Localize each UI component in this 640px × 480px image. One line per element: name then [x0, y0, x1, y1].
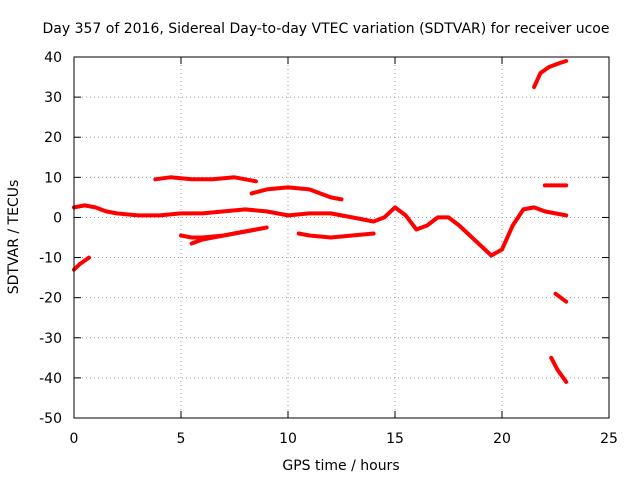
y-tick-label: 0: [53, 210, 62, 226]
series-line-s7: [296, 231, 376, 240]
y-axis-label: SDTVAR / TECUs: [6, 180, 22, 295]
x-tick-label: 0: [70, 431, 79, 447]
series-line-s3: [153, 175, 258, 184]
y-tick-label: 20: [44, 130, 62, 146]
y-tick-label: 10: [44, 170, 62, 186]
series-line-s10: [553, 291, 569, 304]
y-tick-label: 30: [44, 90, 62, 106]
x-tick-label: 5: [177, 431, 186, 447]
x-tick-label: 25: [600, 431, 618, 447]
series-line-s11: [549, 355, 569, 384]
series-line-s6: [189, 227, 258, 246]
x-axis-label: GPS time / hours: [282, 458, 399, 474]
axis-ticks: 0 5 10 15 20 25 -50 -40 -30 -20 -10 0 10 20 30 40: [39, 50, 618, 447]
series-line-s1: [72, 255, 91, 272]
y-tick-label: -40: [39, 371, 62, 387]
y-tick-label: -50: [39, 411, 62, 427]
series-line-s8: [532, 59, 569, 90]
chart-title: Day 357 of 2016, Sidereal Day-to-day VTE…: [43, 21, 610, 37]
y-tick-label: 40: [44, 50, 62, 66]
x-tick-label: 20: [493, 431, 511, 447]
series-line-s2: [72, 203, 569, 258]
series-line-s4: [249, 185, 344, 202]
y-tick-label: -10: [39, 251, 62, 267]
y-tick-label: -30: [39, 331, 62, 347]
series-group: [72, 59, 569, 384]
plot-frame: [73, 56, 610, 419]
x-tick-label: 15: [386, 431, 404, 447]
x-tick-label: 10: [279, 431, 297, 447]
y-tick-label: -20: [39, 291, 62, 307]
